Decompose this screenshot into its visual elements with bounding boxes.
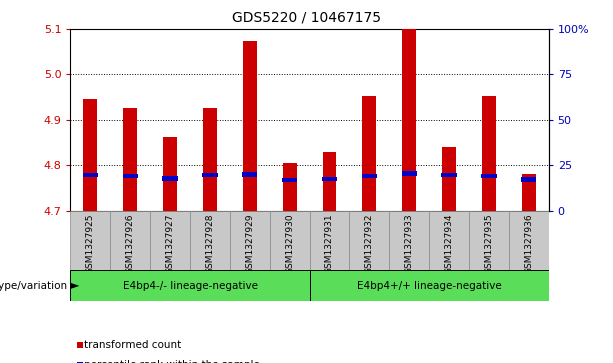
Bar [322, 176, 337, 181]
Bar [362, 96, 376, 211]
Bar [322, 151, 337, 211]
Text: GSM1327935: GSM1327935 [484, 213, 493, 274]
Bar [389, 211, 429, 270]
Bar [70, 211, 110, 270]
Bar [310, 211, 349, 270]
Bar [521, 178, 536, 182]
Bar [202, 173, 218, 178]
Text: GSM1327930: GSM1327930 [285, 213, 294, 274]
Text: GSM1327934: GSM1327934 [444, 213, 454, 274]
Bar [509, 211, 549, 270]
Bar [349, 211, 389, 270]
Bar [242, 172, 257, 177]
Text: percentile rank within the sample: percentile rank within the sample [85, 360, 261, 363]
Text: genotype/variation: genotype/variation [0, 281, 67, 291]
Bar [402, 171, 417, 176]
Bar [270, 211, 310, 270]
Bar [243, 41, 257, 211]
Bar [70, 270, 310, 301]
Bar [482, 96, 496, 211]
Text: E4bp4+/+ lineage-negative: E4bp4+/+ lineage-negative [357, 281, 501, 291]
Bar [83, 99, 97, 211]
Text: GSM1327928: GSM1327928 [205, 213, 215, 274]
Bar [282, 178, 297, 182]
Text: GSM1327925: GSM1327925 [86, 213, 95, 274]
Text: GSM1327932: GSM1327932 [365, 213, 374, 274]
Text: GSM1327926: GSM1327926 [126, 213, 135, 274]
Bar [469, 211, 509, 270]
Text: GDS5220 / 10467175: GDS5220 / 10467175 [232, 11, 381, 25]
Bar [83, 173, 98, 178]
Bar [283, 163, 297, 211]
Bar [362, 174, 377, 178]
Bar [110, 211, 150, 270]
Bar [429, 211, 469, 270]
Bar [441, 173, 457, 178]
Bar [442, 147, 456, 211]
Bar [163, 136, 177, 211]
Polygon shape [70, 283, 79, 289]
Bar [310, 270, 549, 301]
Text: transformed count: transformed count [85, 340, 181, 350]
Text: E4bp4-/- lineage-negative: E4bp4-/- lineage-negative [123, 281, 257, 291]
Bar [162, 176, 178, 181]
Text: GSM1327936: GSM1327936 [524, 213, 533, 274]
Bar [150, 211, 190, 270]
Bar [123, 174, 138, 178]
Bar [190, 211, 230, 270]
Text: GSM1327927: GSM1327927 [166, 213, 175, 274]
Text: GSM1327929: GSM1327929 [245, 213, 254, 274]
Bar [522, 174, 536, 211]
Bar [402, 29, 416, 211]
Text: GSM1327931: GSM1327931 [325, 213, 334, 274]
Bar [203, 107, 217, 211]
Bar [123, 109, 137, 211]
Bar [481, 174, 497, 178]
Text: GSM1327933: GSM1327933 [405, 213, 414, 274]
Bar [230, 211, 270, 270]
